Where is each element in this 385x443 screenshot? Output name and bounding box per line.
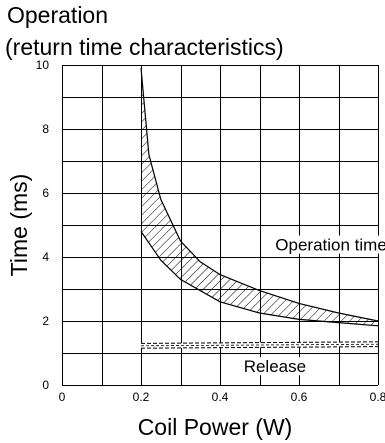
y-tick-label: 4 [42,250,49,264]
annotation-background [241,357,307,376]
y-axis-title: Time (ms) [6,174,32,277]
y-tick-label: 6 [42,186,49,200]
x-tick-label: 0 [59,390,66,404]
chart-title: Operation [7,2,108,28]
release-mid-curve [140,343,379,347]
tick-labels: 0 0.2 0.4 0.6 0.8 0 2 4 6 8 10 [36,58,385,404]
y-tick-label: 0 [42,378,49,392]
grid-lines [62,65,379,386]
x-axis-title: Coil Power (W) [138,414,293,440]
y-tick-label: 2 [42,314,49,328]
x-tick-label: 0.4 [212,390,229,404]
x-tick-label: 0.6 [291,390,308,404]
annotation-label: Release [244,357,306,376]
release-upper-curve [140,341,379,344]
operation-time-lower-curve [140,231,379,327]
annotations: Operation time Release [241,235,385,376]
y-tick-label: 8 [42,122,49,136]
release-lower-curve [140,346,379,349]
y-tick-label: 10 [36,58,50,72]
operation-time-band [141,68,378,326]
chart-subtitle: (return time characteristics) [5,34,284,60]
operation-time-upper-curve [140,68,379,322]
data-bands [140,68,379,349]
x-tick-label: 0.8 [370,390,385,404]
annotation-background [273,235,385,254]
x-tick-label: 0.2 [133,390,150,404]
annotation-label: Operation time [275,236,385,255]
